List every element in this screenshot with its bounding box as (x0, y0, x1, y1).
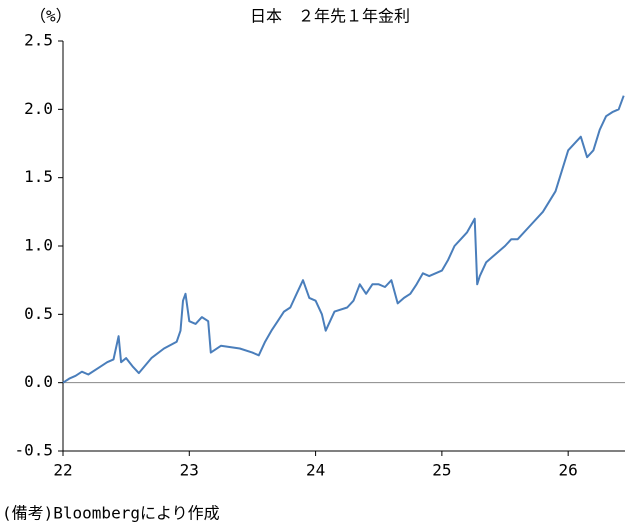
source-note: (備考)Bloombergにより作成 (2, 504, 220, 523)
y-tick-label: 1.5 (24, 167, 53, 186)
x-tick-label: 24 (306, 461, 325, 480)
chart-title: 日本 ２年先１年金利 (250, 7, 410, 26)
y-tick-label: 2.0 (24, 99, 53, 118)
x-tick-label: 25 (432, 461, 451, 480)
y-tick-label: 0.5 (24, 304, 53, 323)
data-line (62, 95, 625, 384)
y-tick-label: 2.5 (24, 31, 53, 50)
y-axis-label: （%） (30, 7, 72, 26)
y-tick-label: -0.5 (14, 441, 53, 460)
x-tick-label: 26 (559, 461, 578, 480)
x-tick-label: 23 (180, 461, 199, 480)
y-tick-label: 1.0 (24, 236, 53, 255)
x-tick-label: 22 (53, 461, 72, 480)
y-tick-label: 0.0 (24, 372, 53, 391)
